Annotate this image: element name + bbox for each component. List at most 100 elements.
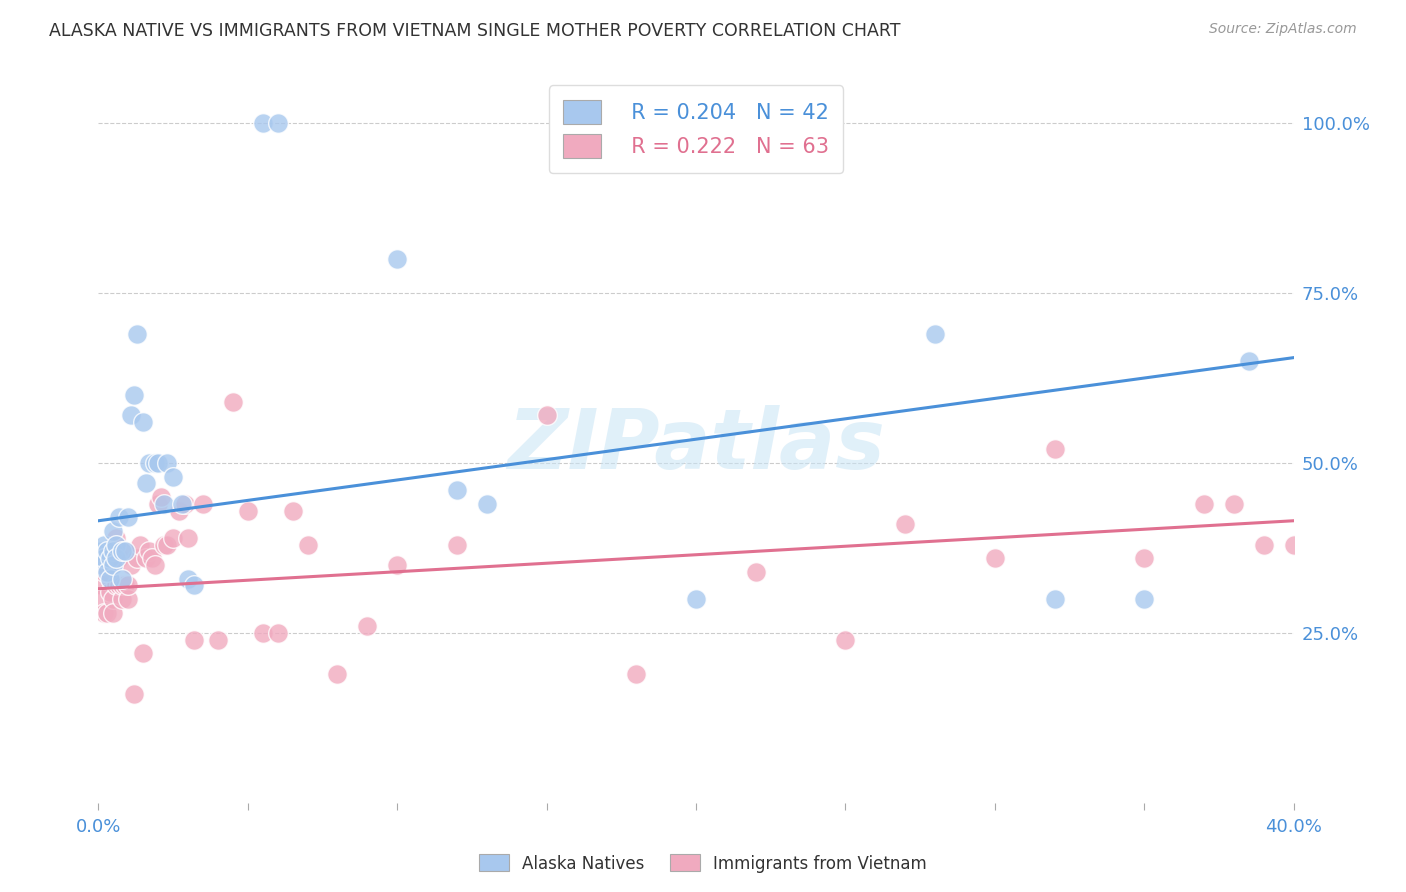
Point — [162, 531, 184, 545]
Point — [117, 591, 139, 606]
Point — [143, 456, 166, 470]
Legend:   R = 0.204   N = 42,   R = 0.222   N = 63: R = 0.204 N = 42, R = 0.222 N = 63 — [548, 86, 844, 173]
Point — [834, 632, 856, 647]
Point — [143, 558, 166, 572]
Point — [1133, 551, 1156, 566]
Point — [117, 578, 139, 592]
Legend: Alaska Natives, Immigrants from Vietnam: Alaska Natives, Immigrants from Vietnam — [472, 847, 934, 880]
Point — [177, 531, 200, 545]
Point — [105, 531, 128, 545]
Point — [191, 497, 214, 511]
Point — [536, 409, 558, 423]
Point — [111, 544, 134, 558]
Point — [98, 551, 122, 566]
Point — [267, 116, 290, 130]
Point — [135, 476, 157, 491]
Point — [177, 572, 200, 586]
Point — [894, 517, 917, 532]
Point — [385, 252, 409, 266]
Point — [685, 591, 707, 606]
Point — [114, 544, 136, 558]
Point — [267, 626, 290, 640]
Point — [156, 537, 179, 551]
Point — [132, 415, 155, 429]
Point — [1223, 497, 1246, 511]
Point — [105, 578, 128, 592]
Point — [90, 591, 112, 606]
Point — [127, 551, 149, 566]
Point — [108, 578, 131, 592]
Point — [745, 565, 768, 579]
Point — [98, 572, 122, 586]
Point — [103, 544, 125, 558]
Point — [98, 558, 122, 572]
Point — [1192, 497, 1215, 511]
Point — [90, 558, 112, 572]
Point — [148, 497, 170, 511]
Point — [129, 537, 152, 551]
Point — [105, 551, 128, 566]
Point — [153, 537, 176, 551]
Point — [183, 578, 205, 592]
Point — [162, 469, 184, 483]
Point — [174, 497, 197, 511]
Point — [114, 578, 136, 592]
Text: ALASKA NATIVE VS IMMIGRANTS FROM VIETNAM SINGLE MOTHER POVERTY CORRELATION CHART: ALASKA NATIVE VS IMMIGRANTS FROM VIETNAM… — [49, 22, 901, 40]
Point — [326, 666, 349, 681]
Text: Source: ZipAtlas.com: Source: ZipAtlas.com — [1209, 22, 1357, 37]
Point — [1133, 591, 1156, 606]
Point — [103, 591, 125, 606]
Point — [1043, 591, 1066, 606]
Point — [141, 551, 163, 566]
Point — [90, 544, 112, 558]
Point — [1253, 537, 1275, 551]
Point — [148, 456, 170, 470]
Point — [96, 606, 118, 620]
Point — [222, 394, 245, 409]
Point — [252, 116, 274, 130]
Point — [475, 497, 498, 511]
Point — [105, 537, 128, 551]
Point — [90, 578, 112, 592]
Point — [385, 558, 409, 572]
Point — [1043, 442, 1066, 457]
Point — [96, 544, 118, 558]
Point — [172, 497, 194, 511]
Point — [356, 619, 378, 633]
Point — [124, 687, 146, 701]
Point — [111, 572, 134, 586]
Point — [98, 585, 122, 599]
Point — [96, 551, 118, 566]
Point — [626, 666, 648, 681]
Point — [183, 632, 205, 647]
Point — [93, 551, 115, 566]
Point — [93, 537, 115, 551]
Point — [150, 490, 173, 504]
Point — [114, 544, 136, 558]
Point — [167, 503, 190, 517]
Point — [138, 544, 160, 558]
Point — [153, 497, 176, 511]
Point — [236, 503, 259, 517]
Point — [132, 646, 155, 660]
Point — [984, 551, 1007, 566]
Point — [93, 606, 115, 620]
Point — [111, 578, 134, 592]
Point — [1282, 537, 1305, 551]
Point — [281, 503, 304, 517]
Point — [103, 558, 125, 572]
Text: ZIPatlas: ZIPatlas — [508, 406, 884, 486]
Point — [127, 326, 149, 341]
Point — [924, 326, 946, 341]
Point — [446, 483, 468, 498]
Point — [117, 510, 139, 524]
Point — [1237, 354, 1260, 368]
Point — [111, 591, 134, 606]
Point — [93, 565, 115, 579]
Point — [138, 456, 160, 470]
Point — [124, 388, 146, 402]
Point — [297, 537, 319, 551]
Point — [103, 524, 125, 538]
Point — [135, 551, 157, 566]
Point — [120, 558, 142, 572]
